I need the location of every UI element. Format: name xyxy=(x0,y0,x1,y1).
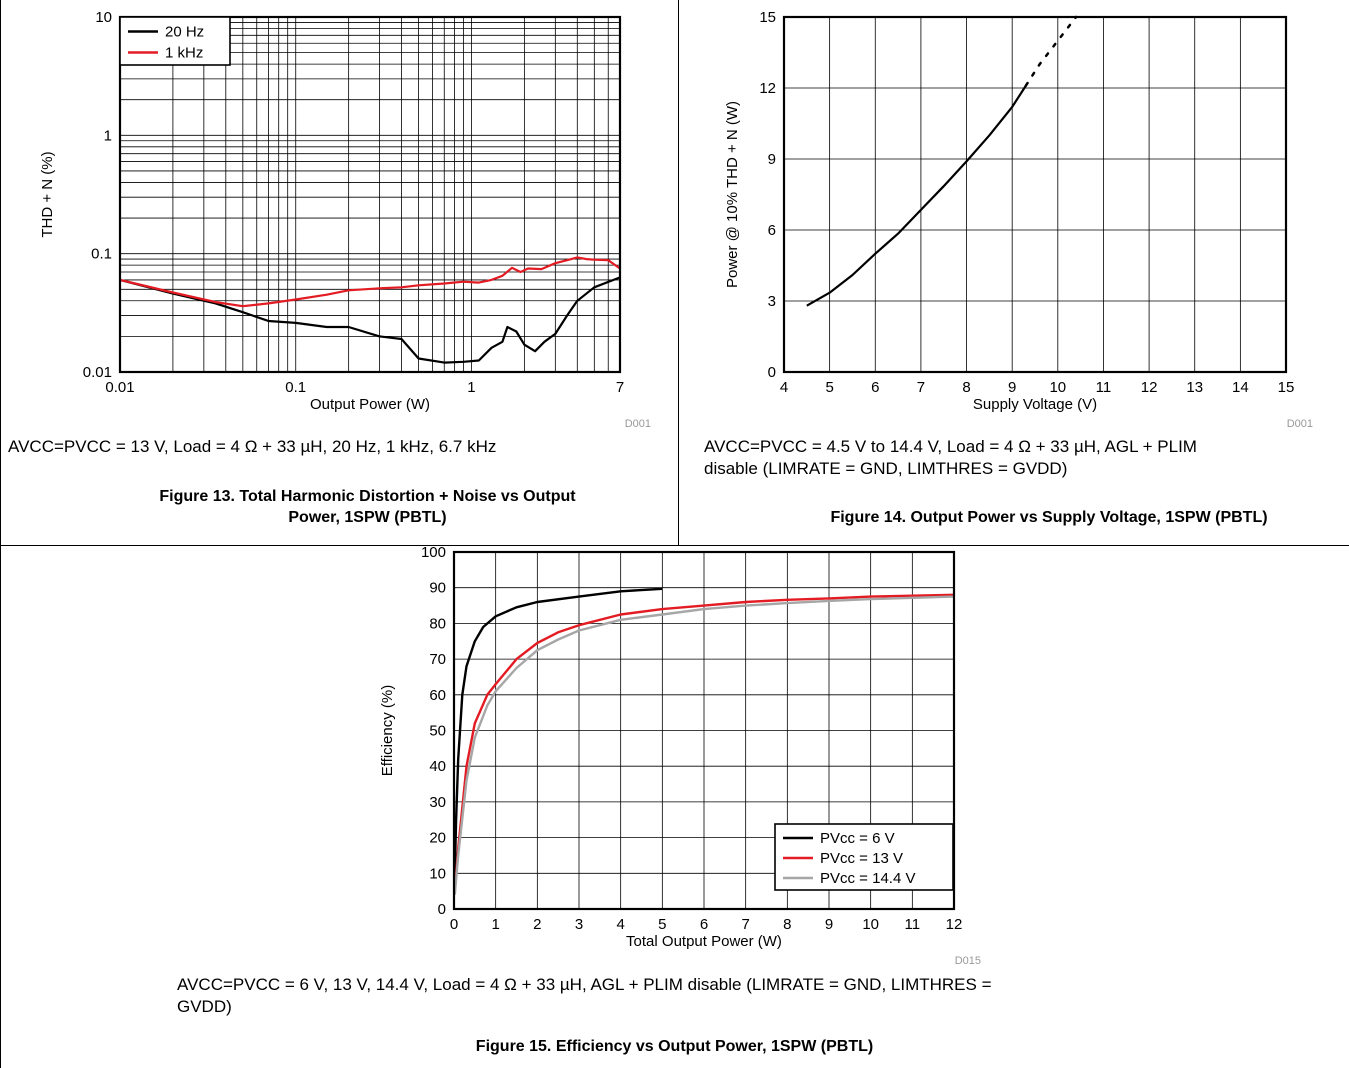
y-tick-label: 3 xyxy=(768,293,776,310)
x-tick-label: 4 xyxy=(780,379,788,396)
y-tick-label: 10 xyxy=(95,9,112,26)
legend-label: PVcc = 14.4 V xyxy=(820,870,915,887)
y-tick-label: 0 xyxy=(768,364,776,381)
series-line-dotted-1 xyxy=(1024,15,1078,87)
power-vs-voltage-chart: 4 5 6 7 8 9 10 11 12 13 14 15 0 3 6 9 12 15 Supply Voltage… xyxy=(724,9,1313,430)
y-axis-label: Efficiency (%) xyxy=(379,685,396,776)
y-tick-label: 0.01 xyxy=(83,364,112,381)
plot-frame xyxy=(452,550,956,911)
y-tick-label: 20 xyxy=(429,830,446,847)
x-tick-label: 13 xyxy=(1186,379,1203,396)
y-tick-label: 70 xyxy=(429,651,446,668)
frame-horizontal-divider xyxy=(0,545,1349,546)
y-tick-label: 80 xyxy=(429,615,446,632)
x-tick-label: 3 xyxy=(575,916,583,933)
x-axis-label: Supply Voltage (V) xyxy=(973,396,1097,413)
x-tick-label: 0.1 xyxy=(285,379,306,396)
x-tick-label: 12 xyxy=(1141,379,1158,396)
x-tick-label: 5 xyxy=(658,916,666,933)
figure-13-title: Figure 13. Total Harmonic Distortion + N… xyxy=(0,486,735,528)
y-tick-label: 10 xyxy=(429,865,446,882)
y-tick-label: 1 xyxy=(104,127,112,144)
x-tick-label: 1 xyxy=(467,379,475,396)
figure-13-title-line2: Power, 1SPW (PBTL) xyxy=(288,509,447,526)
figure-14-caption: AVCC=PVCC = 4.5 V to 14.4 V, Load = 4 Ω … xyxy=(704,436,1349,480)
figure-code-label: D001 xyxy=(1287,418,1313,430)
x-tick-label: 6 xyxy=(871,379,879,396)
y-tick-label: 90 xyxy=(429,580,446,597)
figure-13-panel: 0.01 0.1 1 7 0.01 0.1 1 10 Output Power (W) THD +… xyxy=(0,0,678,545)
figure-13-caption: AVCC=PVCC = 13 V, Load = 4 Ω + 33 µH, 20… xyxy=(8,437,497,456)
x-tick-label: 11 xyxy=(905,916,921,933)
x-tick-label: 9 xyxy=(825,916,833,933)
x-tick-label: 9 xyxy=(1008,379,1016,396)
figure-14-panel: 4 5 6 7 8 9 10 11 12 13 14 15 0 3 6 9 12 15 Supply Voltage… xyxy=(679,0,1349,545)
legend-label: 1 kHz xyxy=(165,45,203,62)
x-tick-label: 12 xyxy=(946,916,963,933)
x-tick-label: 5 xyxy=(825,379,833,396)
series-line-pvcc-14-4-v xyxy=(453,595,955,895)
y-tick-label: 100 xyxy=(421,544,446,561)
y-tick-label: 30 xyxy=(429,794,446,811)
x-tick-label: 7 xyxy=(917,379,925,396)
legend-label: PVcc = 13 V xyxy=(820,850,903,867)
y-tick-label: 60 xyxy=(429,687,446,704)
series-line-1-khz xyxy=(119,256,621,308)
frame-left-border xyxy=(0,0,1,1068)
x-tick-label: 1 xyxy=(491,916,499,933)
y-tick-label: 12 xyxy=(759,80,776,97)
y-tick-label: 0.1 xyxy=(91,246,112,263)
x-tick-label: 0 xyxy=(450,916,458,933)
x-axis-label: Total Output Power (W) xyxy=(626,933,782,950)
efficiency-vs-power-chart: 0 1 2 3 4 5 6 7 8 9 10 11 120102030405060708090100To… xyxy=(379,544,981,967)
x-tick-label: 7 xyxy=(741,916,749,933)
y-tick-label: 0 xyxy=(438,901,446,918)
x-tick-label: 8 xyxy=(962,379,970,396)
series-line-pvcc-6-v xyxy=(453,587,663,874)
figure-code-label: D001 xyxy=(625,418,651,430)
x-tick-label: 8 xyxy=(783,916,791,933)
legend-box xyxy=(119,16,231,66)
plot-frame xyxy=(782,15,1288,374)
x-axis-label: Output Power (W) xyxy=(310,396,430,413)
figure-15-title: Figure 15. Efficiency vs Output Power, 1… xyxy=(475,1038,874,1055)
figure-15-caption-line2: GVDD) xyxy=(177,997,232,1016)
y-tick-label: 50 xyxy=(429,723,446,740)
figure-14-caption-line1: AVCC=PVCC = 4.5 V to 14.4 V, Load = 4 Ω … xyxy=(704,437,1197,456)
figure-13-title-line1: Figure 13. Total Harmonic Distortion + N… xyxy=(159,488,576,505)
x-tick-label: 10 xyxy=(1049,379,1066,396)
figure-15-caption-line1: AVCC=PVCC = 6 V, 13 V, 14.4 V, Load = 4 … xyxy=(177,975,992,994)
x-tick-label: 4 xyxy=(616,916,624,933)
figure-15-panel: 0 1 2 3 4 5 6 7 8 9 10 11 12 0 10 20 30 40 50 60 70 80 90 100 To… xyxy=(0,544,1349,1068)
x-tick-label: 2 xyxy=(533,916,541,933)
figure-14-caption-line2: disable (LIMRATE = GND, LIMTHRES = GVDD) xyxy=(704,459,1068,478)
plot-frame xyxy=(118,15,622,374)
y-tick-label: 9 xyxy=(768,151,776,168)
figure-15-caption: AVCC=PVCC = 6 V, 13 V, 14.4 V, Load = 4 … xyxy=(177,974,1277,1018)
series-line-pvcc-13-v xyxy=(453,593,955,892)
x-tick-label: 14 xyxy=(1232,379,1249,396)
legend-label: 20 Hz xyxy=(165,24,204,41)
y-tick-label: 15 xyxy=(759,9,776,26)
series-line-solid-0 xyxy=(806,85,1027,307)
figure-code-label: D015 xyxy=(955,955,981,967)
series-line-20-hz xyxy=(119,276,621,364)
legend-label: PVcc = 6 V xyxy=(820,830,895,847)
x-tick-label: 6 xyxy=(700,916,708,933)
x-tick-label: 7 xyxy=(616,379,624,396)
frame-middle-divider xyxy=(678,0,679,545)
x-tick-label: 11 xyxy=(1096,379,1112,396)
figure-14-title: Figure 14. Output Power vs Supply Voltag… xyxy=(830,509,1268,526)
y-axis-label: Power @ 10% THD + N (W) xyxy=(724,101,741,288)
y-tick-label: 40 xyxy=(429,758,446,775)
x-tick-label: 0.01 xyxy=(105,379,134,396)
y-axis-label: THD + N (%) xyxy=(39,151,56,237)
x-tick-label: 15 xyxy=(1278,379,1295,396)
x-tick-label: 10 xyxy=(862,916,879,933)
y-tick-label: 6 xyxy=(768,222,776,239)
thd-vs-power-chart: 0.01 0.1 1 7 0.01 0.1 1 10 Output Power (W) THD +… xyxy=(39,9,651,430)
